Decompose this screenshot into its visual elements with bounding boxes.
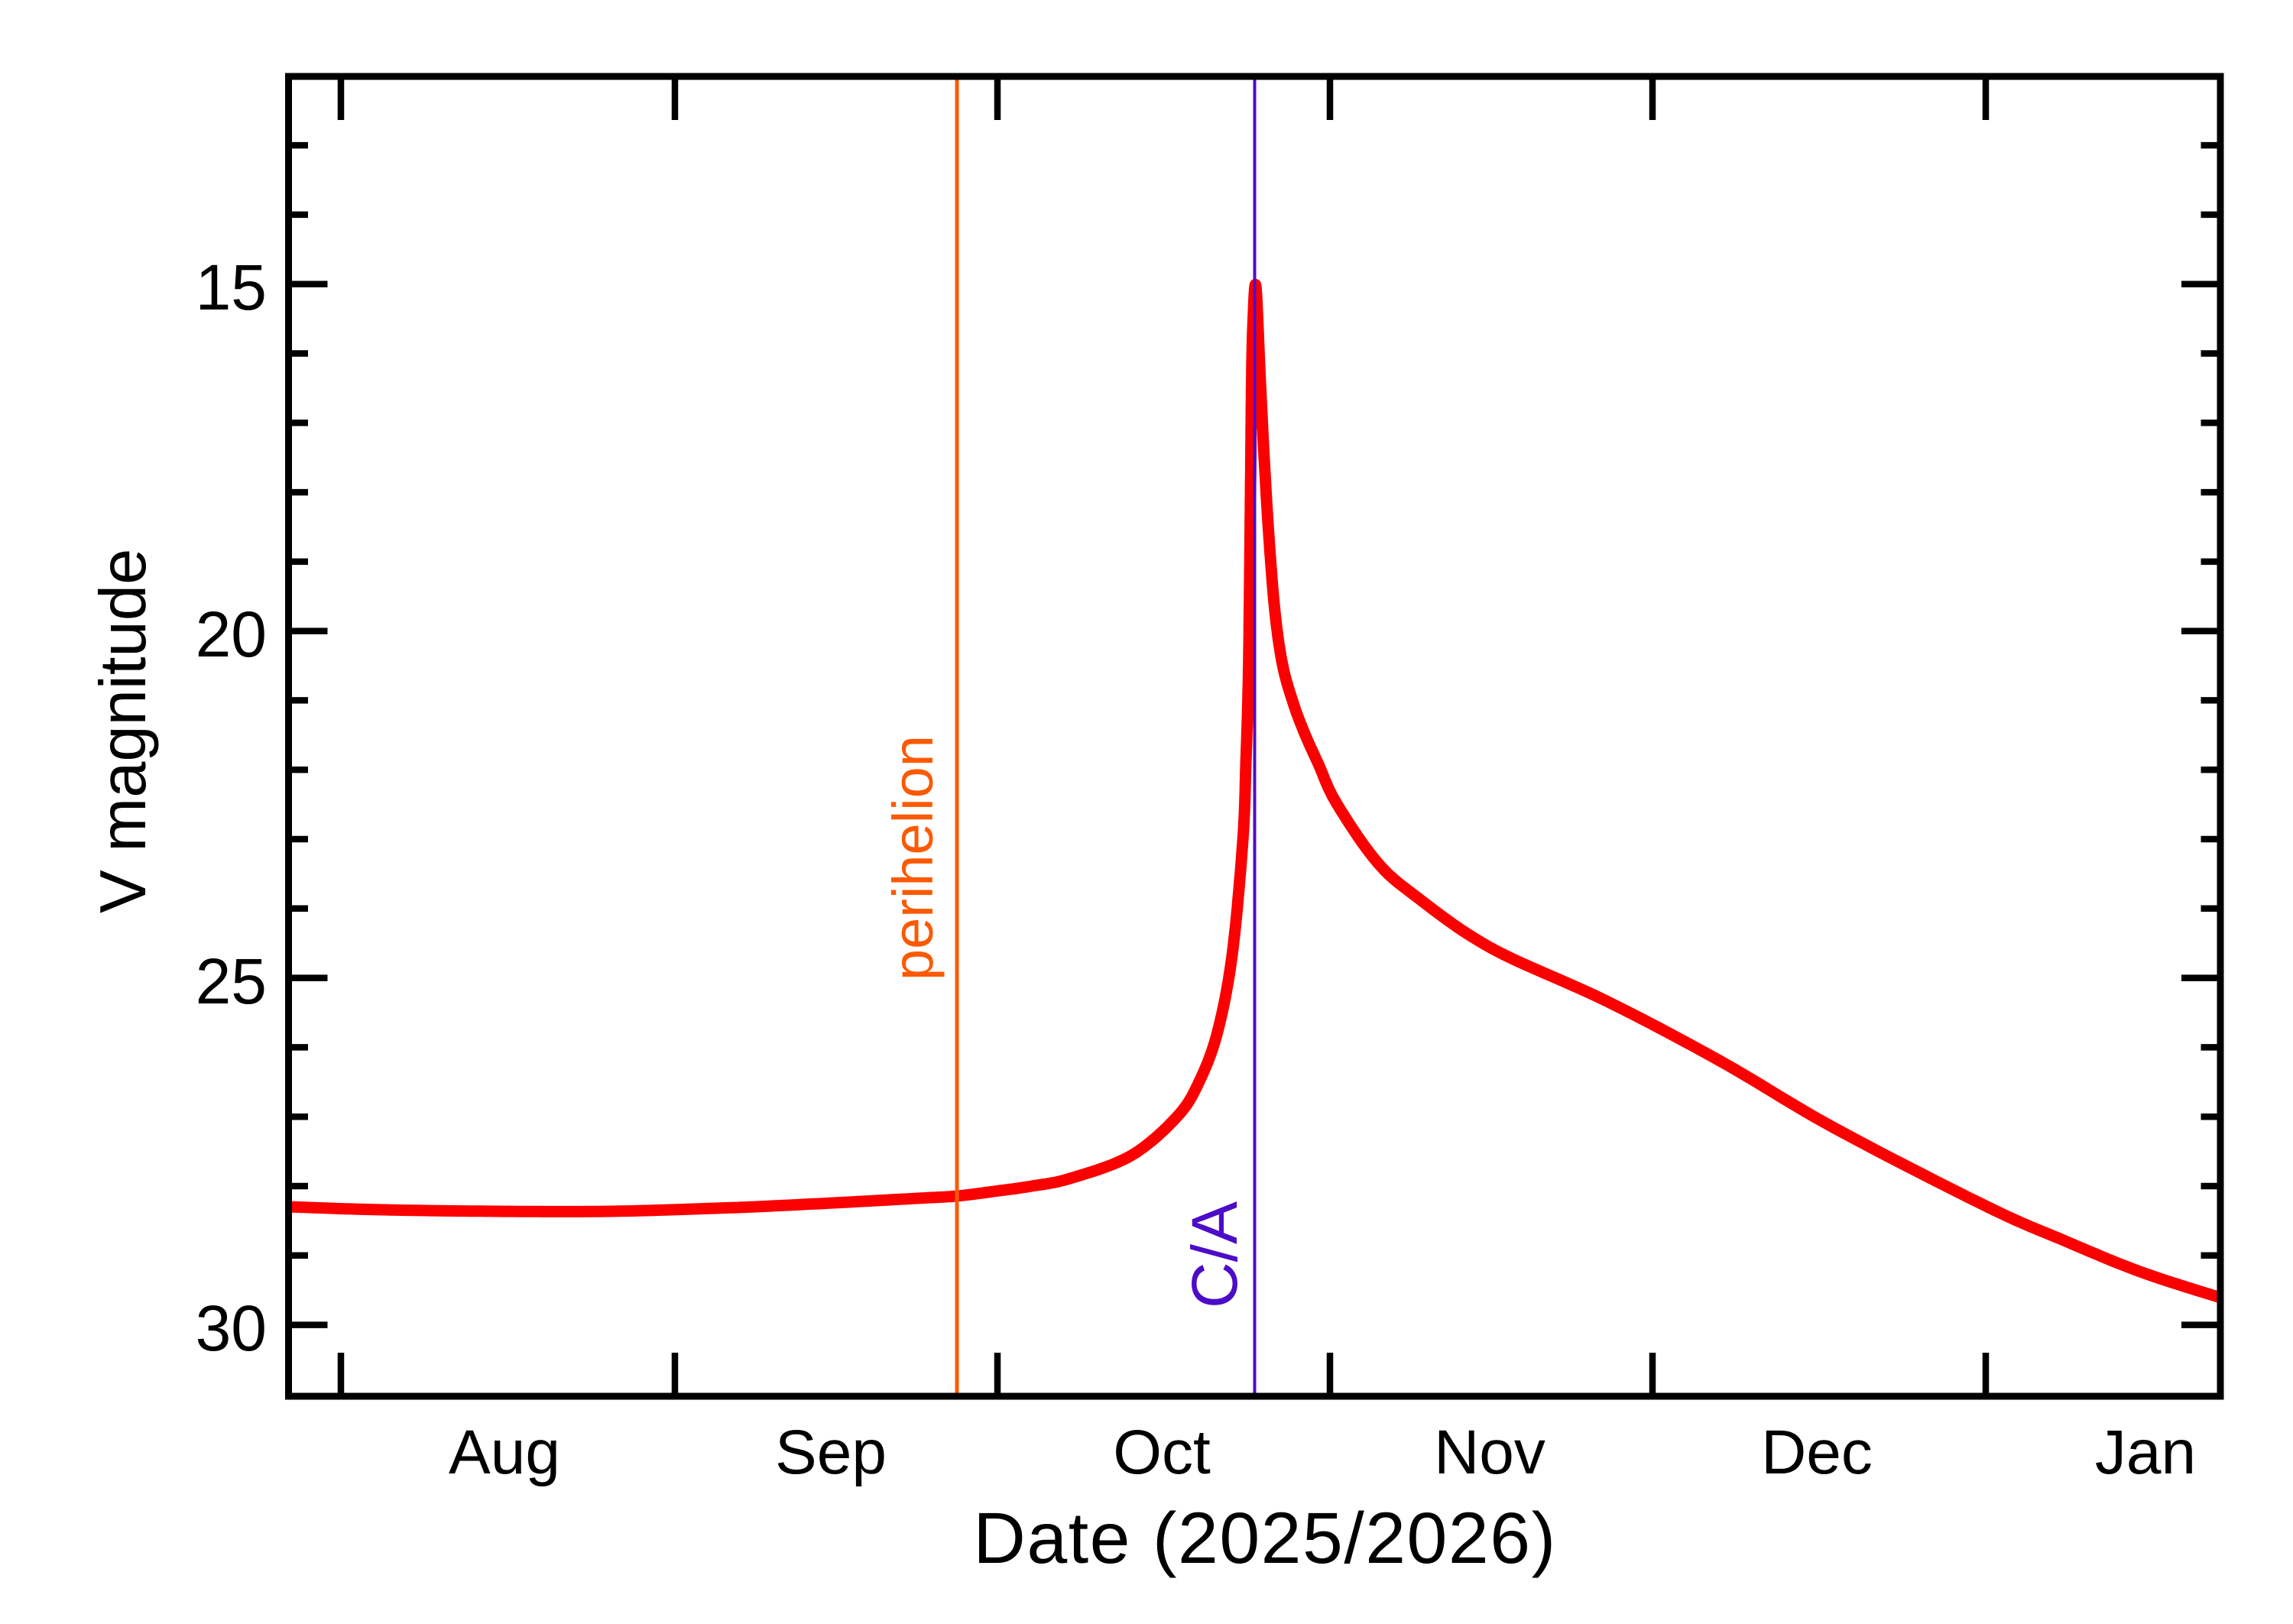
svg-text:Aug: Aug — [449, 1418, 560, 1487]
svg-text:perihelion: perihelion — [881, 735, 945, 981]
svg-text:C/A: C/A — [1179, 1201, 1250, 1308]
svg-text:Oct: Oct — [1113, 1418, 1211, 1487]
svg-text:Nov: Nov — [1434, 1418, 1545, 1487]
svg-text:Dec: Dec — [1761, 1418, 1873, 1487]
svg-text:15: 15 — [196, 251, 267, 323]
svg-text:20: 20 — [196, 598, 267, 670]
svg-text:Date (2025/2026): Date (2025/2026) — [973, 1498, 1556, 1579]
svg-text:30: 30 — [196, 1292, 267, 1364]
svg-text:Jan: Jan — [2095, 1418, 2196, 1487]
svg-text:25: 25 — [196, 945, 267, 1017]
svg-text:Sep: Sep — [775, 1418, 887, 1487]
svg-text:V magnitude: V magnitude — [87, 549, 160, 913]
